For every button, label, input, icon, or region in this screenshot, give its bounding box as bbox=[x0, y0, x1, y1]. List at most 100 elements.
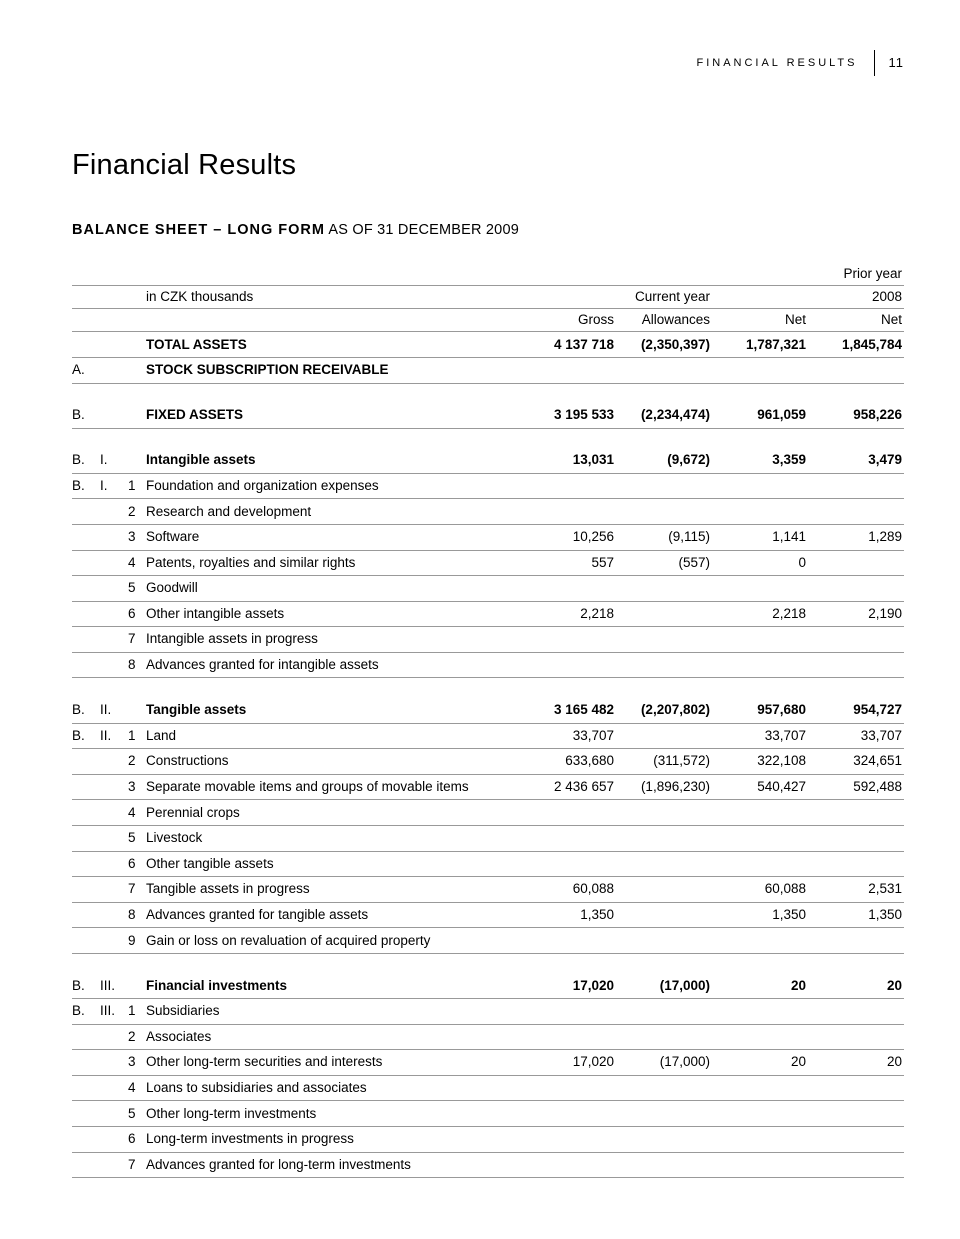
row-code-1: B. bbox=[72, 473, 100, 499]
row-code-2 bbox=[100, 1152, 128, 1178]
table-row: B.II.1Land33,70733,70733,707 bbox=[72, 723, 904, 749]
row-gross bbox=[520, 800, 616, 826]
row-allow bbox=[616, 1075, 712, 1101]
row-code-2 bbox=[100, 902, 128, 928]
row-label: Tangible assets bbox=[146, 698, 520, 723]
row-allow bbox=[616, 800, 712, 826]
row-label: Gain or loss on revaluation of acquired … bbox=[146, 928, 520, 954]
row-net2: 592,488 bbox=[808, 774, 904, 800]
table-row: 2Constructions633,680(311,572)322,108324… bbox=[72, 749, 904, 775]
row-code-2 bbox=[100, 774, 128, 800]
table-row: 4Perennial crops bbox=[72, 800, 904, 826]
row-code-3: 8 bbox=[128, 652, 146, 678]
row-label: Tangible assets in progress bbox=[146, 877, 520, 903]
row-net2: 2,190 bbox=[808, 601, 904, 627]
row-code-1: B. bbox=[72, 999, 100, 1025]
row-code-3: 7 bbox=[128, 627, 146, 653]
row-label: Long-term investments in progress bbox=[146, 1126, 520, 1152]
row-code-3: 3 bbox=[128, 1050, 146, 1076]
row-gross: 17,020 bbox=[520, 973, 616, 998]
row-code-1 bbox=[72, 928, 100, 954]
row-gross: 633,680 bbox=[520, 749, 616, 775]
row-gross bbox=[520, 851, 616, 877]
row-allow bbox=[616, 877, 712, 903]
row-label: Subsidiaries bbox=[146, 999, 520, 1025]
row-code-2 bbox=[100, 825, 128, 851]
row-net2 bbox=[808, 1101, 904, 1127]
row-allow: (311,572) bbox=[616, 749, 712, 775]
row-code-1 bbox=[72, 749, 100, 775]
row-code-1 bbox=[72, 1126, 100, 1152]
row-code-2 bbox=[100, 1050, 128, 1076]
row-code-1 bbox=[72, 1024, 100, 1050]
row-net bbox=[712, 851, 808, 877]
row-code-3: 7 bbox=[128, 1152, 146, 1178]
row-net bbox=[712, 999, 808, 1025]
row-code-3: 1 bbox=[128, 723, 146, 749]
row-gross bbox=[520, 1126, 616, 1152]
table-row: A.STOCK SUBSCRIPTION RECEIVABLE bbox=[72, 357, 904, 383]
row-allow bbox=[616, 627, 712, 653]
row-code-2: II. bbox=[100, 723, 128, 749]
row-net bbox=[712, 928, 808, 954]
row-gross bbox=[520, 499, 616, 525]
row-gross bbox=[520, 1101, 616, 1127]
row-net bbox=[712, 825, 808, 851]
running-head: FINANCIAL RESULTS 11 bbox=[72, 50, 904, 76]
row-net2 bbox=[808, 1126, 904, 1152]
row-label: Loans to subsidiaries and associates bbox=[146, 1075, 520, 1101]
row-net2 bbox=[808, 800, 904, 826]
row-code-2: III. bbox=[100, 973, 128, 998]
row-allow bbox=[616, 1152, 712, 1178]
row-net2: 3,479 bbox=[808, 448, 904, 473]
row-net2: 1,289 bbox=[808, 524, 904, 550]
row-net2: 958,226 bbox=[808, 403, 904, 428]
row-net2: 20 bbox=[808, 1050, 904, 1076]
table-row: B.FIXED ASSETS3 195 533(2,234,474)961,05… bbox=[72, 403, 904, 428]
row-label: Advances granted for intangible assets bbox=[146, 652, 520, 678]
row-code-2 bbox=[100, 332, 128, 358]
row-gross: 60,088 bbox=[520, 877, 616, 903]
row-net2 bbox=[808, 928, 904, 954]
row-net2: 20 bbox=[808, 973, 904, 998]
row-gross bbox=[520, 473, 616, 499]
row-code-3: 6 bbox=[128, 1126, 146, 1152]
row-label: Other long-term investments bbox=[146, 1101, 520, 1127]
table-row: 3Separate movable items and groups of mo… bbox=[72, 774, 904, 800]
row-code-2 bbox=[100, 550, 128, 576]
row-net2 bbox=[808, 576, 904, 602]
row-code-1: A. bbox=[72, 357, 100, 383]
row-net2 bbox=[808, 550, 904, 576]
row-allow: (1,896,230) bbox=[616, 774, 712, 800]
row-code-2 bbox=[100, 524, 128, 550]
row-code-1 bbox=[72, 1075, 100, 1101]
table-row: 5Goodwill bbox=[72, 576, 904, 602]
row-code-1 bbox=[72, 851, 100, 877]
row-gross bbox=[520, 652, 616, 678]
row-label: FIXED ASSETS bbox=[146, 403, 520, 428]
row-allow bbox=[616, 499, 712, 525]
row-gross: 2 436 657 bbox=[520, 774, 616, 800]
row-allow bbox=[616, 576, 712, 602]
row-gross bbox=[520, 825, 616, 851]
table-row: 6Other tangible assets bbox=[72, 851, 904, 877]
row-label: Other long-term securities and interests bbox=[146, 1050, 520, 1076]
running-head-divider bbox=[874, 50, 875, 76]
row-net2 bbox=[808, 825, 904, 851]
row-net bbox=[712, 499, 808, 525]
row-code-2 bbox=[100, 403, 128, 428]
row-label: Associates bbox=[146, 1024, 520, 1050]
row-label: Patents, royalties and similar rights bbox=[146, 550, 520, 576]
row-code-2 bbox=[100, 357, 128, 383]
row-code-3 bbox=[128, 332, 146, 358]
row-code-1 bbox=[72, 1152, 100, 1178]
row-code-2 bbox=[100, 652, 128, 678]
row-gross: 13,031 bbox=[520, 448, 616, 473]
table-row: 7Advances granted for long-term investme… bbox=[72, 1152, 904, 1178]
row-net2: 2,531 bbox=[808, 877, 904, 903]
row-label: Foundation and organization expenses bbox=[146, 473, 520, 499]
row-label: Livestock bbox=[146, 825, 520, 851]
row-gross bbox=[520, 1152, 616, 1178]
row-net bbox=[712, 800, 808, 826]
row-code-3: 9 bbox=[128, 928, 146, 954]
